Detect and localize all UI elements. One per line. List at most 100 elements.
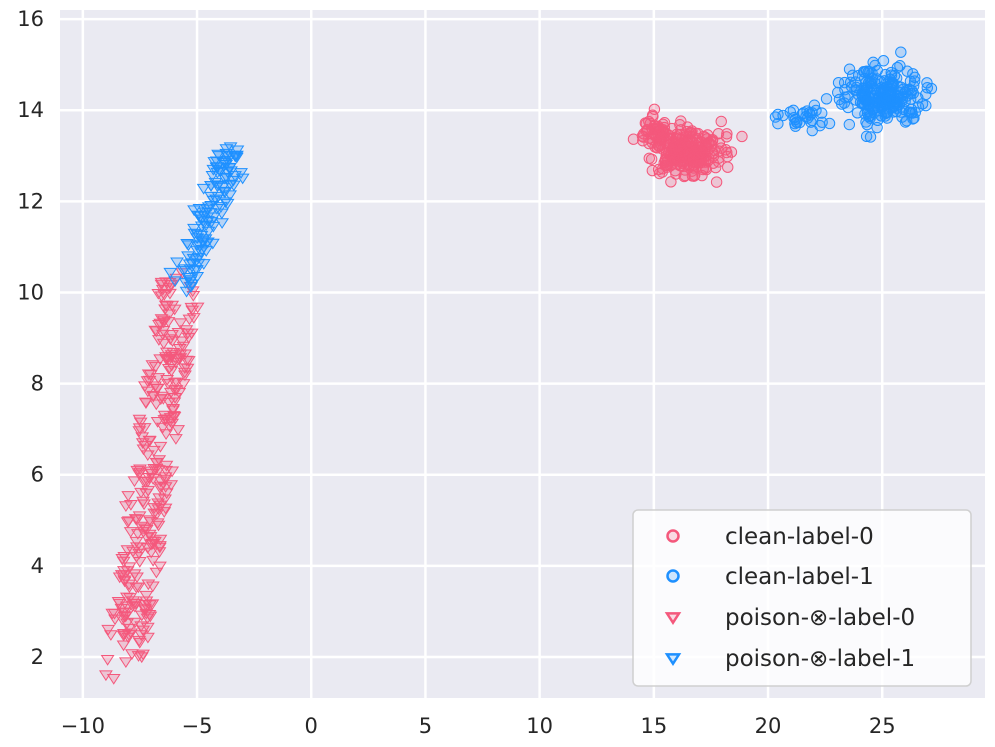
data-point — [153, 441, 168, 453]
data-point — [149, 457, 164, 469]
x-axis-tick-labels: −10 −5 0 5 10 15 20 25 — [61, 714, 896, 738]
data-point — [862, 66, 875, 78]
x-tick-label: 10 — [526, 714, 553, 738]
data-point — [151, 498, 166, 510]
data-point — [896, 94, 908, 107]
data-point — [145, 599, 160, 611]
data-point — [186, 313, 201, 324]
data-point — [146, 555, 161, 567]
legend-marker-triangle-icon — [664, 612, 682, 626]
data-point — [196, 259, 211, 270]
data-point — [165, 418, 180, 430]
data-point — [234, 168, 248, 179]
data-point — [647, 110, 659, 123]
data-point — [158, 472, 173, 484]
data-point — [648, 122, 661, 135]
data-point — [120, 601, 134, 613]
data-point — [120, 517, 135, 529]
data-point — [123, 500, 138, 511]
x-tick-label: −5 — [182, 714, 213, 738]
data-point — [843, 118, 856, 131]
data-point — [116, 556, 131, 568]
data-point — [162, 309, 177, 321]
data-point — [118, 657, 133, 669]
data-point — [168, 392, 182, 404]
data-point — [881, 106, 894, 118]
legend-item: clean-label-0 — [666, 524, 874, 550]
y-tick-label: 16 — [17, 7, 44, 31]
data-point — [173, 318, 188, 330]
data-point — [116, 570, 131, 582]
data-point — [866, 75, 878, 88]
data-point — [149, 399, 164, 411]
y-tick-label: 4 — [31, 554, 44, 578]
data-point — [891, 61, 904, 74]
data-point — [712, 156, 725, 168]
data-point — [784, 106, 797, 118]
data-point — [806, 124, 818, 137]
data-point — [141, 579, 156, 591]
data-points — [98, 46, 938, 685]
data-point — [199, 246, 214, 257]
data-point — [106, 674, 121, 685]
data-point — [838, 97, 851, 109]
data-point — [710, 176, 723, 188]
data-point — [189, 265, 204, 276]
data-point — [148, 536, 162, 548]
data-point — [200, 237, 215, 249]
legend-box — [632, 509, 972, 687]
data-point — [205, 171, 220, 182]
data-point — [159, 347, 174, 359]
data-point — [168, 276, 182, 288]
legend-marker-circle-icon — [666, 569, 680, 583]
data-point — [832, 76, 845, 89]
series-clean-label-1 — [769, 46, 938, 143]
data-point — [159, 460, 174, 472]
data-point — [148, 381, 162, 393]
data-point — [157, 410, 172, 422]
data-point — [180, 238, 195, 250]
y-tick-label: 14 — [17, 98, 44, 122]
data-point — [674, 128, 687, 141]
data-point — [145, 360, 160, 371]
data-point — [889, 93, 902, 105]
data-point — [137, 499, 151, 511]
data-point — [150, 383, 165, 395]
data-point — [816, 116, 828, 128]
data-point — [688, 170, 700, 182]
data-point — [715, 115, 727, 128]
data-point — [721, 128, 733, 140]
data-point — [860, 130, 873, 143]
data-point — [148, 361, 163, 373]
data-point — [165, 336, 180, 347]
data-point — [127, 617, 142, 629]
data-point — [166, 403, 181, 415]
data-point — [141, 369, 156, 381]
data-point — [839, 91, 851, 103]
y-tick-label: 2 — [31, 645, 44, 669]
data-point — [142, 435, 157, 447]
legend-item: poison-⊗-label-0 — [664, 605, 915, 631]
data-point — [176, 266, 191, 277]
data-point — [132, 548, 147, 560]
legend-marker-triangle-icon — [664, 653, 682, 667]
data-point — [665, 176, 677, 188]
data-point — [636, 130, 649, 142]
data-point — [176, 379, 191, 390]
data-point — [165, 329, 179, 341]
legend-marker-circle-icon — [666, 529, 680, 543]
data-point — [925, 82, 938, 95]
data-point — [772, 117, 784, 130]
y-tick-label: 8 — [31, 372, 44, 396]
data-point — [186, 290, 201, 302]
data-point — [657, 127, 670, 139]
legend-circle — [666, 569, 680, 583]
data-point — [174, 336, 189, 348]
data-point — [871, 121, 883, 134]
data-point — [772, 108, 784, 121]
data-point — [880, 92, 893, 104]
data-point — [220, 198, 235, 210]
data-point — [121, 491, 136, 502]
legend-circle — [666, 529, 680, 543]
